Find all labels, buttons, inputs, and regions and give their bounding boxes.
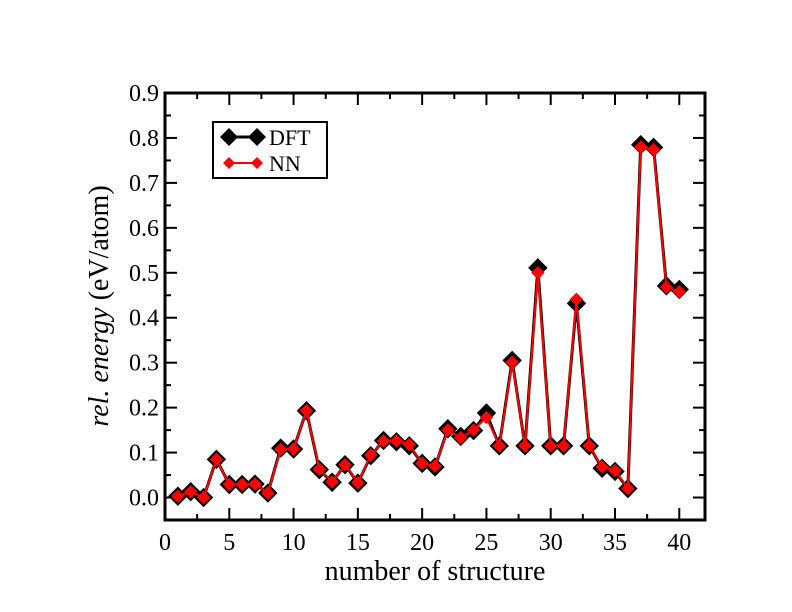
legend-label: NN: [269, 151, 301, 176]
data-point: [454, 431, 468, 445]
legend-marker: [248, 128, 266, 146]
y-tick-label: 0.4: [129, 306, 159, 332]
x-tick-label: 30: [539, 530, 563, 556]
x-tick-label: 20: [410, 530, 434, 556]
x-tick-label: 0: [159, 530, 171, 556]
series-dft: [168, 134, 689, 508]
y-tick-label: 0.5: [129, 261, 159, 287]
data-point: [325, 475, 339, 489]
series-line: [177, 143, 680, 500]
legend-entry-dft: DFT: [220, 125, 311, 150]
y-tick-label: 0.6: [129, 216, 159, 242]
data-point: [286, 442, 301, 456]
legend-marker: [223, 157, 235, 169]
data-point: [466, 423, 481, 437]
data-point: [672, 284, 686, 299]
data-point: [364, 448, 378, 462]
data-point: [171, 489, 185, 503]
data-point: [261, 486, 275, 500]
x-tick-label: 35: [603, 530, 627, 556]
series-line: [177, 145, 680, 499]
data-point: [235, 477, 249, 492]
y-tick-label: 0.2: [129, 396, 159, 422]
legend-entry-nn: NN: [223, 151, 301, 176]
series-nn: [171, 140, 686, 505]
axis-ticks: 0 5 10 15 20 25 30 35 40 0.0 0.1 0.2 0.3 0.4 0.5 0.6 0.7…: [129, 81, 705, 556]
data-point: [389, 434, 404, 448]
data-point: [441, 423, 455, 437]
data-point: [621, 481, 635, 496]
y-axis-title: rel. energy (eV/atom): [84, 185, 115, 426]
series-layer: [168, 134, 689, 508]
y-tick-label: 0.8: [129, 126, 159, 152]
y-axis-title-unit: (eV/atom): [84, 185, 115, 307]
data-point: [646, 142, 661, 157]
data-point: [402, 437, 416, 452]
data-point: [634, 140, 648, 154]
x-tick-label: 10: [282, 530, 306, 556]
data-point: [544, 439, 558, 453]
x-tick-label: 15: [346, 530, 370, 556]
x-tick-label: 5: [223, 530, 235, 556]
data-point: [209, 452, 224, 467]
data-point: [338, 458, 352, 472]
data-point: [531, 266, 545, 280]
data-point: [556, 439, 571, 453]
data-point: [569, 292, 584, 307]
y-tick-label: 0.3: [129, 351, 159, 377]
data-point: [659, 280, 674, 294]
data-point: [196, 490, 211, 505]
data-point: [415, 456, 429, 471]
plot-frame: [163, 91, 707, 522]
data-point: [582, 439, 596, 453]
legend-marker: [251, 157, 263, 169]
y-tick-label: 0.7: [129, 171, 159, 197]
data-point: [376, 434, 391, 448]
y-tick-label: 0.0: [129, 486, 159, 512]
data-point: [505, 355, 519, 369]
legend-marker: [220, 128, 238, 146]
data-point: [479, 410, 494, 425]
data-point: [299, 404, 314, 418]
legend-label: DFT: [269, 125, 311, 150]
data-point: [312, 462, 326, 476]
x-tick-label: 25: [474, 530, 498, 556]
x-axis-title: number of structure: [325, 556, 546, 587]
data-point: [274, 442, 288, 457]
data-point: [428, 459, 442, 473]
data-point: [608, 463, 622, 478]
x-tick-label: 40: [667, 530, 691, 556]
data-point: [222, 477, 236, 492]
y-tick-label: 0.1: [129, 441, 159, 467]
data-point: [248, 477, 262, 491]
data-point: [492, 439, 506, 453]
y-tick-label: 0.9: [129, 81, 159, 107]
data-point: [184, 484, 198, 499]
data-point: [351, 475, 365, 490]
data-point: [518, 439, 532, 453]
y-axis-title-main: rel. energy: [84, 307, 115, 427]
data-point: [595, 460, 609, 474]
